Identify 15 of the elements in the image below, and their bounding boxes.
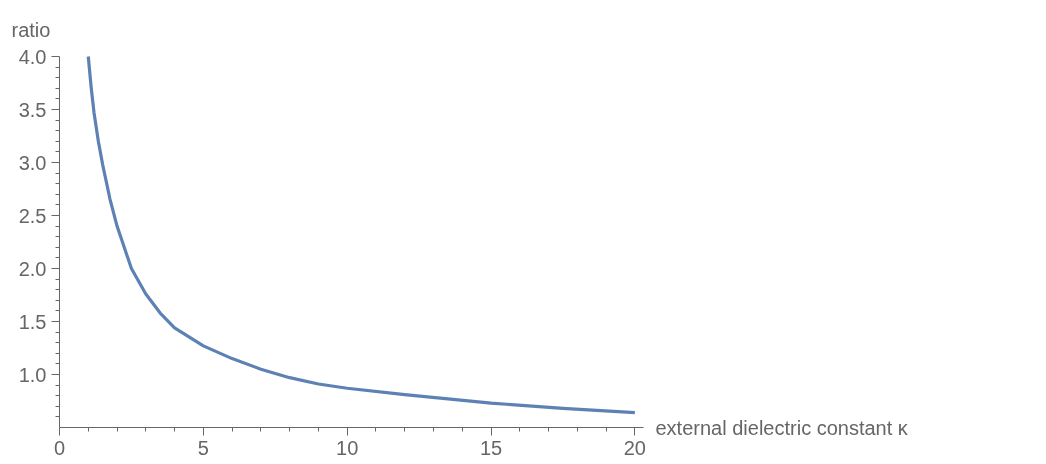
y-tick-label: 3.5 xyxy=(18,98,47,121)
x-tick-label: 0 xyxy=(53,436,66,459)
line-series xyxy=(86,54,637,415)
y-tick-label: 4.0 xyxy=(18,45,47,68)
x-axis-title: external dielectric constant κ xyxy=(655,416,909,439)
y-axis-title: ratio xyxy=(11,18,51,41)
x-tick-label: 5 xyxy=(197,436,209,459)
x-tick-label: 10 xyxy=(336,436,359,459)
x-tick-label: 20 xyxy=(623,436,646,459)
y-tick-label: 3.0 xyxy=(18,151,47,174)
y-tick-label: 2.0 xyxy=(18,257,47,280)
y-tick-label: 1.0 xyxy=(18,363,47,386)
x-tick-label: 15 xyxy=(479,436,503,459)
y-tick-label: 1.5 xyxy=(18,310,47,333)
y-tick-label: 2.5 xyxy=(18,204,47,227)
